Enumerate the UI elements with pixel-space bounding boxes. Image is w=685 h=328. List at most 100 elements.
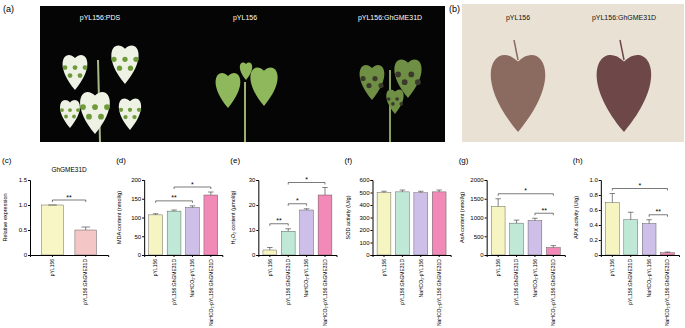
tick-mark (371, 205, 373, 206)
tick-label: pYL156:GhGME31D (627, 259, 633, 305)
error-cap (190, 205, 196, 206)
y-tick: 1.5 (19, 177, 30, 183)
y-axis-title: Relative expression (2, 194, 8, 242)
significance-label: * (524, 187, 527, 194)
leaf-spot (360, 76, 365, 81)
leaf-spot (395, 97, 399, 101)
tick-mark (142, 255, 144, 256)
x-tick: pYL156 (381, 255, 387, 276)
tick-mark (192, 255, 193, 257)
tick-label: 500 (359, 190, 370, 196)
axis-line (28, 181, 31, 256)
tick-label: 0 (138, 252, 142, 258)
bar (624, 220, 638, 255)
tick-label: 150 (131, 196, 142, 202)
y-tick: 0.8 (589, 192, 600, 198)
leaf-petiole (620, 40, 624, 60)
axis-line (371, 181, 374, 256)
panel-label: (a) (3, 4, 14, 14)
axis-line (373, 256, 451, 258)
tick-label: 500 (474, 234, 485, 240)
bar (377, 193, 391, 256)
leaf-spot (98, 114, 104, 120)
tick-label: 50 (134, 234, 141, 240)
tick-label: NaHCO₃-pYL156 (532, 259, 538, 298)
axis-line (487, 256, 565, 258)
tick-mark (269, 255, 270, 257)
tick-mark (534, 255, 535, 257)
significance-label: * (305, 176, 308, 183)
y-tick: 2000 (470, 177, 486, 183)
error-bar (325, 188, 326, 196)
bar (642, 224, 656, 256)
y-tick: 1.0 (19, 202, 30, 208)
tick-mark (612, 255, 613, 257)
x-tick: pYL156 (152, 255, 158, 276)
leaf (597, 55, 652, 132)
tick-mark (485, 218, 487, 219)
tick-mark (649, 255, 650, 257)
leaf-spot (372, 76, 377, 81)
tick-mark (599, 255, 601, 256)
leaf (491, 55, 546, 132)
tick-mark (516, 255, 517, 257)
y-tick: 0 (252, 252, 258, 258)
tick-mark (256, 230, 258, 231)
x-tick: NaHCO₃-pYL156:GhGME31D (208, 255, 214, 326)
tick-mark (371, 180, 373, 181)
leaf (63, 55, 88, 90)
leaf-spot (128, 66, 133, 71)
y-axis-title: H₂O₂ content (μmol/g) (230, 190, 236, 244)
photo-caption: pYL156 (233, 14, 257, 22)
x-tick: pYL156:GhGME31D (399, 255, 405, 305)
plant-stem (244, 82, 246, 142)
tick-label: NaHCO₃-pYL156 (418, 259, 424, 298)
tick-label: 0 (594, 252, 598, 258)
y-axis: 050100150200 (131, 177, 145, 258)
x-tick: pYL156:GhGME31D (285, 255, 291, 305)
y-tick: 150 (131, 196, 144, 202)
y-tick: 0 (366, 252, 372, 258)
significance-label: * (191, 181, 194, 188)
bar-chart: 0500100015002000pYL156pYL156:GhGME31DNaH… (470, 177, 565, 326)
tick-mark (28, 230, 30, 231)
y-tick: 10 (249, 227, 259, 233)
y-tick: 0 (24, 252, 30, 258)
panel-label: (d) (116, 156, 126, 165)
tick-mark (599, 225, 601, 226)
panel-label: (h) (573, 156, 583, 165)
error-bar (498, 199, 499, 207)
y-axis: 00.51.01.5 (19, 177, 31, 258)
leaf-spot (104, 104, 110, 110)
leaf-spot (117, 66, 122, 71)
error-cap (514, 220, 520, 221)
leaf-petiole (514, 40, 518, 60)
tick-mark (85, 255, 86, 257)
tick-mark (498, 255, 499, 257)
error-cap (285, 228, 291, 229)
tick-mark (210, 255, 211, 257)
significance-label: * (639, 182, 642, 189)
y-tick: 500 (359, 190, 372, 196)
bar-chart: 0100200300400500600pYL156pYL156:GhGME31D… (359, 177, 451, 326)
leaf-spot (68, 108, 72, 112)
leaf (80, 92, 110, 134)
leaf-spot (63, 65, 68, 70)
leaf-spot (128, 108, 132, 112)
y-tick: 500 (474, 234, 487, 240)
x-tick: pYL156:GhGME31D (171, 255, 177, 305)
y-axis-title: SOD activity (U/g) (345, 195, 351, 239)
y-tick: 200 (359, 227, 372, 233)
tick-mark (325, 255, 326, 257)
leaf-spot (60, 108, 64, 112)
tick-label: pYL156 (152, 259, 158, 276)
tick-label: 0.6 (589, 207, 598, 213)
tick-label: 30 (249, 177, 256, 183)
panel-label: (e) (230, 156, 240, 165)
photo-panel-b: (b)pYL156pYL156:GhGME31D (449, 4, 684, 142)
leaf-spot (111, 57, 116, 62)
error-cap (436, 190, 442, 191)
leaf-spot (402, 79, 408, 85)
y-axis: 00.20.40.60.81.0 (589, 177, 601, 258)
error-cap (532, 218, 538, 219)
